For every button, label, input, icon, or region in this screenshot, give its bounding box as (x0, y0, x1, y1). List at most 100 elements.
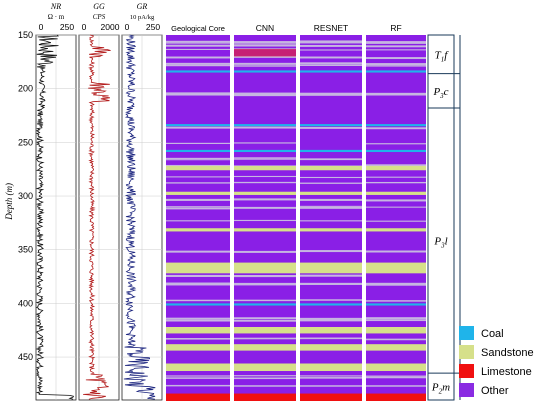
depth-axis-label: Depth (m) (4, 183, 14, 221)
lithology-band (166, 126, 230, 129)
lithology-band (166, 274, 230, 278)
lithology-band (166, 206, 230, 208)
lithology-band (300, 40, 362, 43)
lithology-band (234, 337, 296, 340)
sandstone-band (300, 363, 362, 372)
column-title: Geological Core (171, 24, 225, 33)
depth-tick-label: 350 (18, 245, 33, 255)
legend-swatch (459, 364, 474, 378)
lithology-band (366, 376, 426, 379)
lithology-band (366, 199, 426, 202)
sandstone-band (366, 228, 426, 232)
sandstone-band (366, 327, 426, 334)
lithology-band (166, 182, 230, 184)
lithology-band (366, 206, 426, 208)
lithology-band (234, 317, 296, 320)
depth-tick-label: 250 (18, 137, 33, 147)
lithology-band (366, 45, 426, 48)
coal-band (366, 303, 426, 306)
lithology-band (300, 158, 362, 160)
lithology-band (234, 48, 296, 57)
track-tick-label: 250 (146, 22, 160, 32)
track-unit: 10 pA/kg (130, 14, 155, 21)
lithology-band (300, 44, 362, 47)
lithology-band (234, 284, 296, 286)
limestone-band (166, 393, 230, 401)
lithology-band (300, 205, 362, 207)
coal-band (300, 149, 362, 153)
coal-band (234, 124, 296, 127)
lithology-band (300, 319, 362, 322)
depth-tick-label: 450 (18, 352, 33, 362)
formation-label: T1f (435, 49, 450, 63)
lithology-band (300, 274, 362, 277)
lithology-band (366, 41, 426, 44)
lithology-band (366, 319, 426, 322)
sandstone-band (300, 262, 362, 274)
lithology-band (234, 377, 296, 380)
sandstone-band (300, 191, 362, 195)
lithology-band (234, 62, 296, 65)
sandstone-band (234, 165, 296, 171)
column-title: CNN (256, 23, 274, 33)
lithology-band (166, 337, 230, 340)
lithology-band (366, 338, 426, 341)
lithology-band (300, 158, 362, 161)
lithology-band (234, 385, 296, 387)
sandstone-band (166, 344, 230, 351)
lithology-band (300, 182, 362, 184)
coal-band (234, 303, 296, 306)
lithology-band (166, 317, 230, 320)
formation-label: P2m (431, 382, 450, 396)
coal-band (234, 70, 296, 73)
lithology-band (234, 198, 296, 201)
log-track-gg: GG CPS 0 2000 (78, 2, 120, 401)
lithology-band (166, 284, 230, 286)
track-tick-label: 0 (39, 22, 44, 32)
lithology-band (166, 299, 230, 302)
coal-band (166, 124, 230, 127)
sandstone-band (300, 327, 362, 334)
coal-band (166, 149, 230, 153)
lithology-band (234, 250, 296, 253)
limestone-band (366, 393, 426, 401)
lithology-band (300, 337, 362, 340)
lithology-band (300, 62, 362, 65)
legend-label: Other (481, 385, 509, 397)
coal-band (300, 303, 362, 306)
lithology-band (166, 375, 230, 377)
sandstone-band (166, 262, 230, 274)
lithology-band (300, 56, 362, 59)
lithology-column: CNN (234, 23, 296, 401)
lithology-band (300, 375, 362, 377)
lithology-band (234, 142, 296, 144)
lithology-band (234, 126, 296, 129)
lithology-band (234, 274, 296, 278)
lithology-band (234, 55, 296, 58)
sandstone-band (366, 363, 426, 372)
lithology-band (366, 57, 426, 60)
depth-tick-label: 200 (18, 84, 33, 94)
lithology-band (234, 157, 296, 159)
sandstone-band (166, 165, 230, 171)
lithology-band (166, 282, 230, 285)
sandstone-band (166, 228, 230, 232)
legend-swatch (459, 345, 474, 359)
lithology-band (166, 44, 230, 47)
lithology-band (300, 198, 362, 201)
track-name: GG (93, 2, 105, 11)
sandstone-band (300, 344, 362, 351)
lithology-band (166, 42, 230, 44)
legend-label: Limestone (481, 366, 532, 378)
coal-band (166, 70, 230, 73)
lithology-band (366, 282, 426, 285)
legend-swatch (459, 383, 474, 397)
lithology-band (300, 299, 362, 301)
sandstone-band (366, 262, 426, 274)
depth-tick-label: 400 (18, 298, 33, 308)
lithology-band (166, 159, 230, 161)
lithology-band (366, 375, 426, 377)
coal-band (366, 70, 426, 73)
lithology-column: RF (366, 23, 426, 401)
